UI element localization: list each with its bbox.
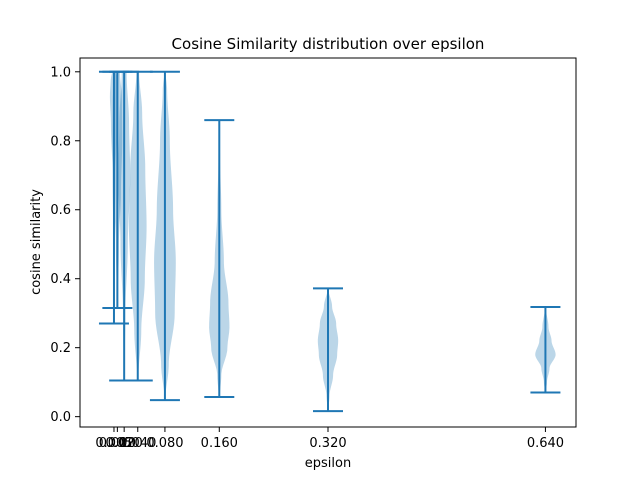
- x-tick-label: 0.640: [527, 436, 564, 451]
- x-axis-label: epsilon: [305, 456, 351, 471]
- y-tick-label: 1.0: [50, 65, 71, 80]
- x-tick-label: 0.080: [146, 436, 183, 451]
- x-tick-label: 0.160: [201, 436, 238, 451]
- violin-whisker-0.08: [149, 70, 180, 402]
- x-tick-label: 0.010: [99, 436, 136, 451]
- chart-title: Cosine Similarity distribution over epsi…: [172, 35, 485, 53]
- y-tick-label: 0.6: [50, 203, 71, 218]
- y-tick-label: 0.8: [50, 134, 71, 149]
- violin-whisker-0.04: [122, 70, 153, 382]
- y-tick-label: 0.4: [50, 272, 71, 287]
- x-tick-label: 0.005: [95, 436, 132, 451]
- x-tick-label: 0.040: [119, 436, 156, 451]
- x-tick-label: 0.320: [309, 436, 346, 451]
- violin-whisker-0.64: [530, 305, 561, 394]
- x-tick-label: 0.020: [106, 436, 143, 451]
- y-tick-label: 0.2: [50, 341, 71, 356]
- y-ticks: 0.0 0.2 0.4 0.6 0.8 1.0: [50, 65, 80, 425]
- y-axis-label: cosine similarity: [29, 189, 44, 295]
- violin-whisker-0.16: [204, 119, 235, 398]
- violins-group: [98, 70, 561, 413]
- y-tick-label: 0.0: [50, 410, 71, 425]
- plot-frame: [79, 57, 577, 428]
- violin-whisker-0.32: [313, 287, 343, 413]
